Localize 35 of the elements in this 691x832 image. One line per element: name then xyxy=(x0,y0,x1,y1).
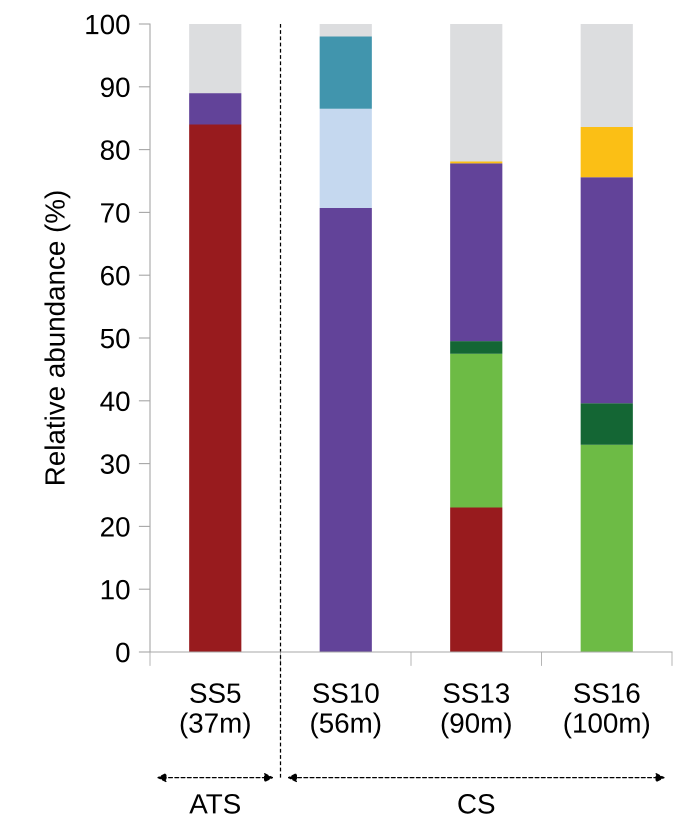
text: CS xyxy=(458,794,494,814)
bar xyxy=(320,108,372,208)
bar xyxy=(450,163,502,342)
y-tick-label: 10 xyxy=(102,580,130,600)
x-tick-label: SS16 (100m) xyxy=(564,683,650,738)
y-tick-label: 90 xyxy=(100,77,130,98)
bar xyxy=(320,24,372,37)
bar xyxy=(450,354,502,508)
bar xyxy=(450,24,502,162)
y-tick-label: 0 xyxy=(116,642,130,662)
x-tick-label: SS10 (56m) xyxy=(311,683,380,738)
x-tick-label: SS13 (90m) xyxy=(442,683,511,738)
y-tick-label: 30 xyxy=(100,454,130,474)
y-tick-label: 80 xyxy=(100,140,130,160)
bar xyxy=(320,36,372,109)
y-axis-title: Relative abundance (%) xyxy=(44,191,70,484)
y-tick-label: 100 xyxy=(86,14,130,34)
y-tick-label: 40 xyxy=(100,391,130,412)
x-tick-label: SS5 (37m) xyxy=(180,683,250,738)
bar xyxy=(580,444,633,652)
bar xyxy=(320,208,372,652)
bar xyxy=(580,403,633,445)
bar xyxy=(580,177,633,404)
bar xyxy=(580,126,633,178)
y-tick-label: 20 xyxy=(101,517,130,537)
bar xyxy=(580,24,633,127)
bar xyxy=(450,508,502,652)
text: ATS xyxy=(189,794,240,814)
bar xyxy=(189,24,242,94)
y-tick-label: 50 xyxy=(100,328,130,348)
y-tick-label: 70 xyxy=(101,203,130,223)
bar xyxy=(189,124,242,652)
y-tick-label: 60 xyxy=(101,266,130,286)
bar xyxy=(450,341,502,354)
bar xyxy=(189,93,242,124)
